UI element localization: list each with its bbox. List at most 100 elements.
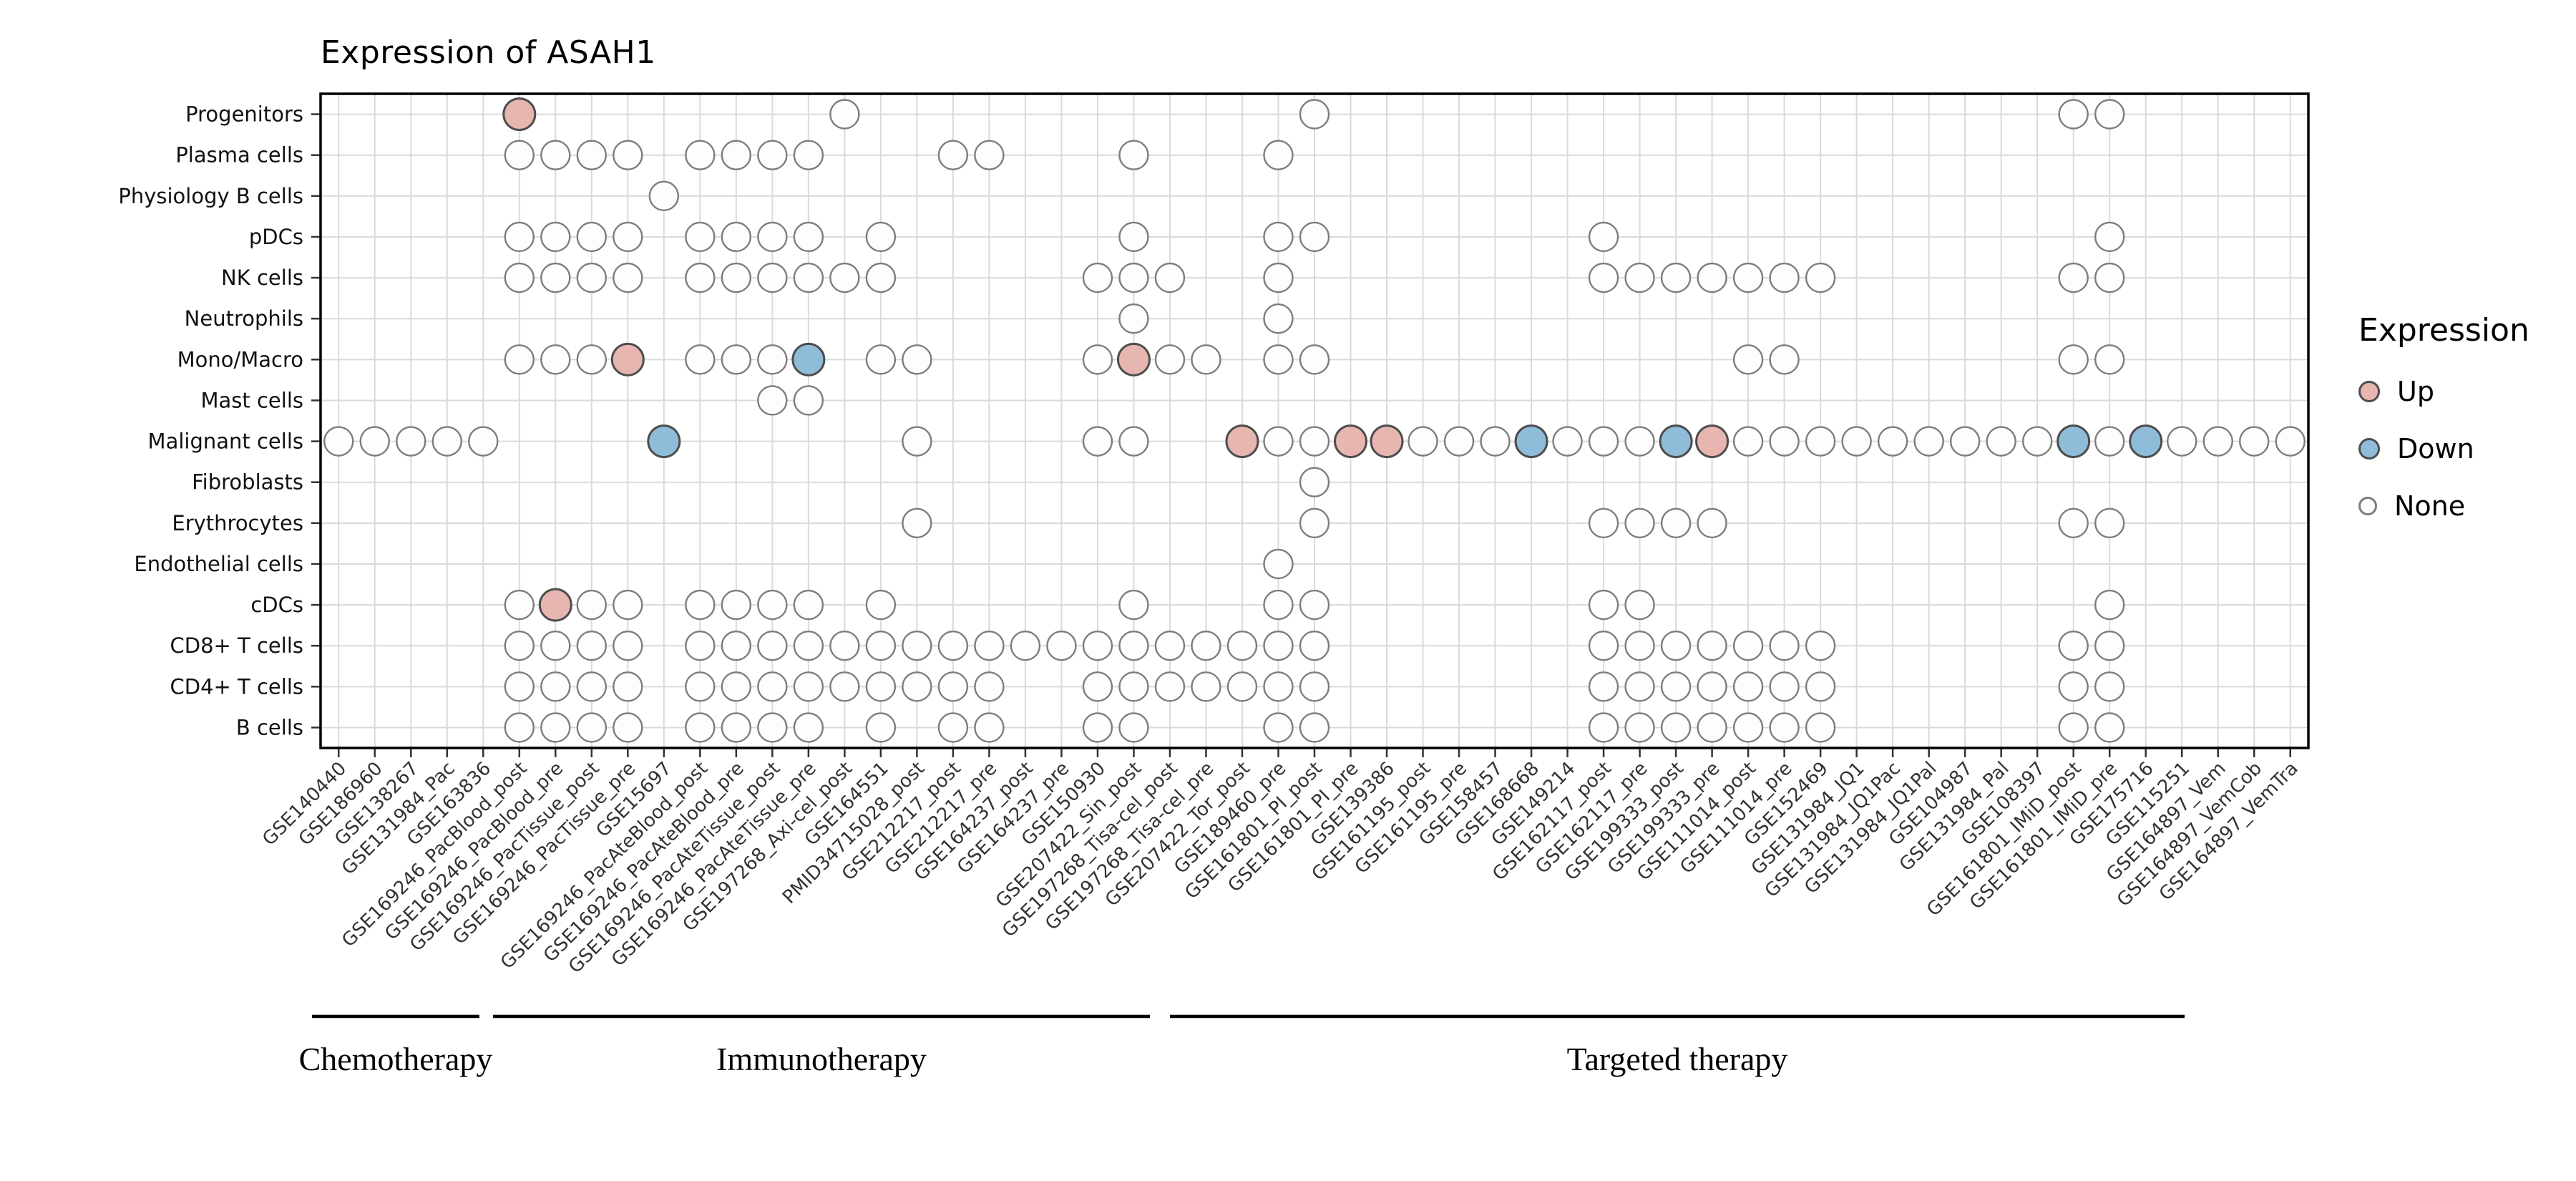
expression-dot	[1118, 303, 1149, 334]
expression-dot	[2058, 630, 2089, 661]
expression-dot	[974, 712, 1005, 743]
y-axis-label: NK cells	[221, 266, 303, 290]
expression-dot	[538, 588, 572, 622]
expression-dot	[1263, 262, 1294, 293]
legend-label-down: Down	[2397, 433, 2474, 465]
up-dot-icon	[2358, 381, 2380, 402]
y-axis-label: Erythrocytes	[172, 511, 303, 535]
expression-dot	[2057, 424, 2091, 459]
expression-dot	[1263, 630, 1294, 661]
expression-dot	[323, 426, 354, 457]
expression-dot	[1588, 712, 1619, 743]
expression-dot	[1118, 589, 1149, 621]
expression-dot	[1299, 507, 1330, 539]
expression-dot	[2058, 344, 2089, 375]
expression-dot	[613, 589, 643, 621]
expression-dot	[2021, 426, 2053, 457]
expression-dot	[1154, 344, 1186, 375]
expression-dot	[504, 262, 535, 293]
expression-dot	[865, 630, 897, 661]
none-dot-icon	[2358, 497, 2377, 515]
expression-dot	[540, 344, 571, 375]
expression-dot	[1660, 507, 1692, 539]
expression-dot	[540, 221, 571, 253]
expression-dot	[1769, 344, 1800, 375]
expression-dot	[1154, 630, 1186, 661]
expression-dot	[757, 344, 788, 375]
expression-dot	[396, 426, 426, 457]
y-axis-label: Physiology B cells	[118, 184, 303, 208]
expression-dot	[1877, 426, 1908, 457]
expression-dot	[1118, 221, 1149, 253]
expression-dot	[431, 426, 462, 457]
expression-dot	[1299, 589, 1330, 621]
expression-dot	[576, 221, 608, 253]
expression-dot	[1588, 507, 1619, 539]
expression-dot	[865, 671, 897, 702]
expression-dot	[1299, 221, 1330, 253]
expression-dot	[1226, 671, 1258, 702]
expression-dot	[1805, 630, 1836, 661]
expression-dot	[2058, 507, 2089, 539]
expression-dot	[1191, 630, 1221, 661]
expression-dot	[1082, 630, 1113, 661]
expression-dot	[2202, 426, 2233, 457]
expression-dot	[721, 221, 752, 253]
expression-dot	[2094, 507, 2125, 539]
expression-dot	[1370, 424, 1404, 459]
expression-dot	[685, 671, 716, 702]
expression-dot	[1697, 507, 1727, 539]
expression-dot	[1334, 424, 1368, 459]
expression-dot	[1697, 630, 1727, 661]
y-axis-label: Plasma cells	[175, 143, 303, 167]
expression-dot	[2058, 671, 2089, 702]
expression-dot	[1263, 140, 1294, 170]
expression-dot	[2094, 99, 2125, 130]
expression-dot	[1697, 712, 1727, 743]
expression-dot	[757, 671, 788, 702]
expression-dot	[757, 712, 788, 743]
expression-dot	[613, 630, 643, 661]
expression-dot	[2239, 426, 2270, 457]
expression-dot	[502, 97, 537, 132]
expression-dot	[1949, 426, 1981, 457]
expression-dot	[685, 221, 716, 253]
expression-dot	[902, 344, 932, 375]
expression-dot	[2094, 712, 2125, 743]
expression-dot	[504, 344, 535, 375]
expression-dot	[1624, 630, 1655, 661]
expression-dot	[902, 426, 932, 457]
expression-dot	[1624, 671, 1655, 702]
expression-dot	[1769, 426, 1800, 457]
expression-dot	[1805, 426, 1836, 457]
legend-item-none: None	[2358, 490, 2573, 522]
expression-dot	[2058, 99, 2089, 130]
expression-dot	[757, 385, 788, 416]
expression-dot	[757, 140, 788, 170]
expression-dot	[1660, 630, 1692, 661]
expression-dot	[1552, 426, 1583, 457]
expression-dot	[1299, 467, 1330, 497]
expression-dot	[540, 671, 571, 702]
expression-dot	[613, 140, 643, 170]
expression-dot	[1082, 426, 1113, 457]
expression-dot	[1263, 671, 1294, 702]
expression-dot	[648, 180, 680, 212]
expression-dot	[1624, 507, 1655, 539]
y-axis-label: B cells	[236, 715, 303, 739]
expression-dot	[1263, 589, 1294, 621]
expression-dot	[685, 344, 716, 375]
expression-dot	[2094, 344, 2125, 375]
expression-dot	[721, 140, 752, 170]
expression-dot	[1769, 712, 1800, 743]
legend-label-none: None	[2394, 490, 2466, 522]
expression-dot	[793, 385, 824, 416]
expression-dot	[576, 671, 608, 702]
expression-dot	[1191, 344, 1221, 375]
expression-dot	[468, 426, 499, 457]
expression-dot	[1116, 342, 1151, 376]
expression-dot	[685, 712, 716, 743]
y-axis-label: CD8+ T cells	[170, 633, 304, 658]
